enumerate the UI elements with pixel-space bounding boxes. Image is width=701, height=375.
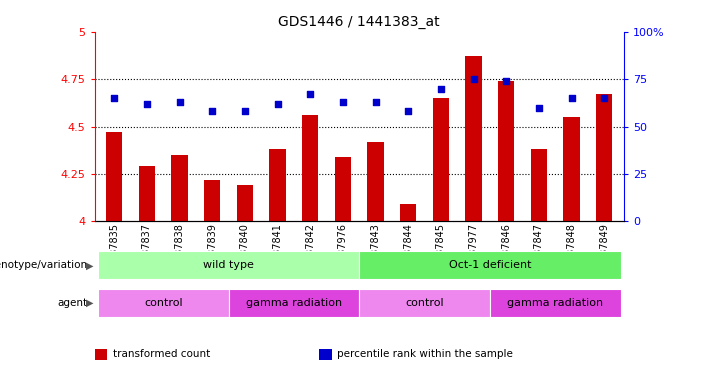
Point xyxy=(272,101,283,107)
Bar xyxy=(564,117,580,221)
Text: control: control xyxy=(144,298,182,308)
Bar xyxy=(139,166,155,221)
Text: genotype/variation: genotype/variation xyxy=(0,260,88,270)
Point xyxy=(109,95,120,101)
Bar xyxy=(498,81,515,221)
Text: ▶: ▶ xyxy=(86,298,94,308)
Bar xyxy=(98,289,229,317)
Bar xyxy=(596,94,613,221)
Bar xyxy=(237,185,253,221)
Text: wild type: wild type xyxy=(203,260,254,270)
Text: percentile rank within the sample: percentile rank within the sample xyxy=(337,350,513,359)
Bar xyxy=(204,180,220,221)
Bar xyxy=(106,132,123,221)
Text: gamma radiation: gamma radiation xyxy=(246,298,342,308)
Bar xyxy=(359,289,490,317)
Point xyxy=(174,99,185,105)
Bar xyxy=(531,149,547,221)
Text: ▶: ▶ xyxy=(86,260,94,270)
Bar xyxy=(335,157,351,221)
Point xyxy=(566,95,577,101)
Bar xyxy=(433,98,449,221)
Bar xyxy=(269,149,286,221)
Bar xyxy=(359,251,620,279)
Point xyxy=(435,86,447,92)
Bar xyxy=(98,251,359,279)
Bar xyxy=(400,204,416,221)
Point xyxy=(402,108,414,114)
Bar xyxy=(490,289,620,317)
Point xyxy=(207,108,218,114)
Point xyxy=(142,101,153,107)
Title: GDS1446 / 1441383_at: GDS1446 / 1441383_at xyxy=(278,15,440,30)
Point xyxy=(501,78,512,84)
Bar xyxy=(172,155,188,221)
Bar xyxy=(465,57,482,221)
Text: transformed count: transformed count xyxy=(113,350,210,359)
Text: control: control xyxy=(405,298,444,308)
Point xyxy=(305,92,316,98)
Bar xyxy=(302,115,318,221)
Point xyxy=(468,76,479,82)
Text: agent: agent xyxy=(57,298,88,308)
Point xyxy=(599,95,610,101)
Point xyxy=(533,105,545,111)
Bar xyxy=(367,142,383,221)
Point xyxy=(337,99,348,105)
Text: gamma radiation: gamma radiation xyxy=(508,298,604,308)
Text: Oct-1 deficient: Oct-1 deficient xyxy=(449,260,531,270)
Point xyxy=(370,99,381,105)
Bar xyxy=(229,289,360,317)
Point xyxy=(239,108,250,114)
